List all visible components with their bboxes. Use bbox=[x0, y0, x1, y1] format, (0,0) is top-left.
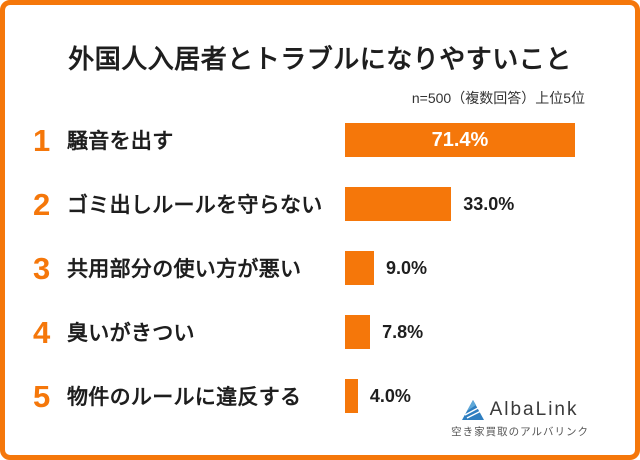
bar-property-rules bbox=[345, 379, 358, 413]
chart-title: 外国人入居者とトラブルになりやすいこと bbox=[68, 44, 572, 74]
category-label: 物件のルールに違反する bbox=[67, 386, 302, 409]
chart-row-3: 3 共用部分の使い方が悪い 9.0% bbox=[5, 236, 635, 300]
category-label: 共用部分の使い方が悪い bbox=[67, 258, 302, 281]
logo-wordmark: AlbaLink bbox=[489, 399, 579, 420]
rank-number: 4 bbox=[33, 314, 51, 350]
rank-number: 5 bbox=[33, 378, 51, 414]
bar-track: 9.0% bbox=[345, 236, 635, 300]
chart-row-1: 1 騒音を出す 71.4% bbox=[5, 108, 635, 172]
value-label: 33.0% bbox=[463, 193, 515, 214]
rank-number: 1 bbox=[33, 122, 51, 158]
value-label: 7.8% bbox=[382, 321, 424, 342]
category-label: ゴミ出しルールを守らない bbox=[67, 194, 323, 217]
value-label: 9.0% bbox=[385, 257, 427, 278]
bar-shared-spaces bbox=[345, 251, 374, 285]
bar-track: 33.0% bbox=[345, 172, 635, 236]
chart-row-5: 5 物件のルールに違反する 4.0% bbox=[5, 364, 635, 428]
bar-chart: 1 騒音を出す 71.4% 2 ゴミ出しルールを守らない 33.0% 3 共用部… bbox=[5, 108, 635, 428]
bar-track: 7.8% bbox=[345, 300, 635, 364]
bar-track: 71.4% bbox=[345, 108, 635, 172]
chart-row-2: 2 ゴミ出しルールを守らない 33.0% bbox=[5, 172, 635, 236]
bar-noise: 71.4% bbox=[345, 123, 575, 157]
bar-garbage-rules bbox=[345, 187, 452, 221]
value-label: 4.0% bbox=[369, 385, 411, 406]
value-label: 71.4% bbox=[431, 128, 489, 151]
logo-tagline: 空き家買取のアルバリンク bbox=[451, 426, 589, 438]
chart-row-4: 4 臭いがきつい 7.8% bbox=[5, 300, 635, 364]
rank-number: 3 bbox=[33, 250, 51, 286]
category-label: 臭いがきつい bbox=[67, 322, 195, 345]
albalink-logo: AlbaLink 空き家買取のアルバリンク bbox=[451, 399, 589, 439]
rank-number: 2 bbox=[33, 186, 51, 222]
albalink-logo-icon bbox=[461, 400, 484, 420]
sample-size-note: n=500（複数回答）上位5位 bbox=[411, 90, 585, 106]
category-label: 騒音を出す bbox=[67, 130, 174, 153]
bar-track: 4.0% bbox=[345, 364, 635, 428]
bar-smell bbox=[345, 315, 371, 349]
